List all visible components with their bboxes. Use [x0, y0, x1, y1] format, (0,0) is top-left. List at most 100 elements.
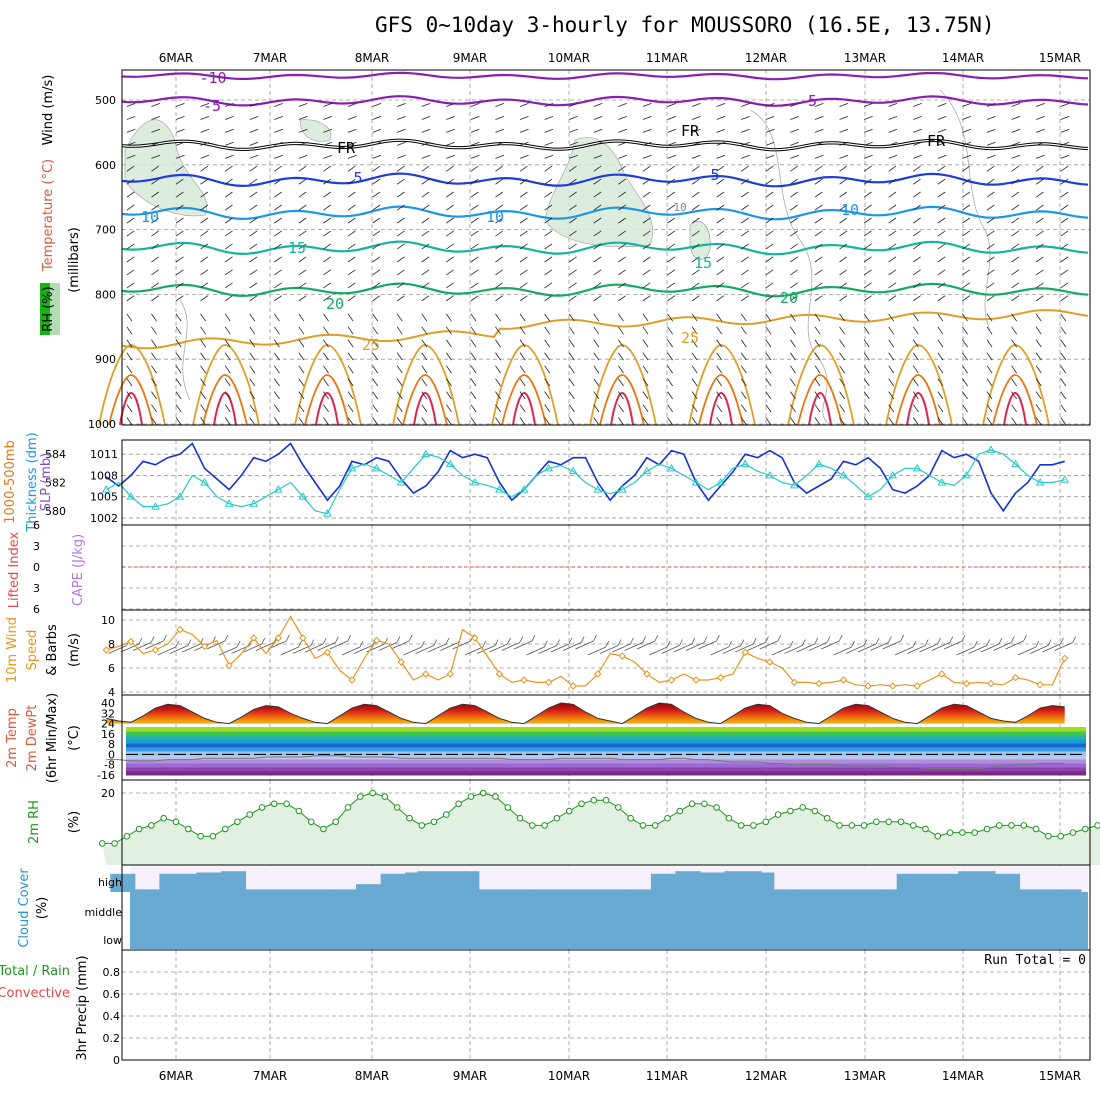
wind-barb — [986, 116, 996, 120]
wind-barb — [224, 165, 233, 172]
wind-barb — [1011, 230, 1020, 237]
wind-barb — [593, 217, 602, 224]
wind10-barb — [735, 643, 754, 653]
wind-barb — [200, 295, 209, 302]
thickness-marker — [568, 466, 578, 475]
wind-barb — [249, 313, 256, 322]
wind-barb — [691, 230, 700, 237]
wind-barb — [618, 103, 627, 107]
wind-barb — [962, 116, 972, 120]
label-cloud-1: Cloud Cover — [17, 868, 32, 948]
wind-barb — [397, 103, 406, 107]
thickness-marker — [372, 463, 381, 472]
wind-barb — [396, 165, 405, 172]
contour-label: FR — [337, 139, 356, 157]
isotherm-40-lobe — [512, 391, 536, 426]
wind10-barb-flag — [285, 634, 290, 642]
wind-barb — [962, 165, 971, 172]
wind10-barb-flag — [298, 640, 302, 648]
cloud-high-bar — [626, 889, 640, 892]
wind-barb — [986, 165, 995, 172]
temp-band — [126, 739, 1086, 744]
wind-barb — [667, 128, 677, 133]
contour-label: 25 — [362, 336, 380, 354]
wind-barb — [446, 204, 454, 211]
wind-barb — [716, 243, 725, 250]
wind-barb — [962, 204, 971, 211]
wind-barb — [126, 391, 133, 400]
wind-barb — [716, 141, 726, 146]
wind10-marker — [1060, 654, 1069, 663]
li-ytick: 3 — [33, 540, 40, 553]
wind-barb — [642, 391, 649, 400]
cloud-high-bar — [958, 871, 971, 892]
wind10-barb-flag — [396, 636, 401, 643]
wind-barb — [200, 404, 207, 413]
wind10-marker — [422, 670, 430, 678]
wind-barb — [544, 269, 553, 276]
wind-barb — [1011, 243, 1020, 250]
day-label-bottom: 13MAR — [844, 1069, 886, 1083]
wind-barb — [372, 230, 381, 237]
wind-barb — [913, 165, 921, 172]
wind-barb — [667, 165, 676, 172]
cloud-high-bar — [847, 889, 861, 892]
wind-barb — [323, 352, 329, 361]
cloud-high-bar — [859, 889, 873, 892]
wind10-barb — [575, 640, 594, 650]
wind-barb — [814, 326, 821, 335]
wind-barb — [691, 217, 700, 224]
wind-barb — [740, 230, 749, 237]
wind-barb — [790, 191, 798, 198]
rh2m-marker — [1057, 832, 1064, 840]
wind10-barb — [403, 646, 422, 656]
wind-barb — [1060, 391, 1067, 400]
wind-barb — [937, 417, 944, 426]
wind-barb — [519, 391, 526, 400]
contour-label: 20 — [326, 295, 344, 313]
wind-barb — [347, 141, 357, 146]
wind-barb — [1035, 417, 1042, 426]
wind10-barb-flag — [924, 639, 929, 646]
wind-barb — [937, 154, 947, 159]
wind-barb — [470, 352, 477, 361]
isotherm-35-lobe — [108, 374, 154, 426]
wind-barb — [740, 295, 749, 302]
wind-barb — [691, 116, 701, 120]
wind-barb — [249, 165, 258, 172]
wind-barb — [765, 116, 775, 120]
wind-barb — [790, 230, 798, 237]
cloud-high-bar — [405, 872, 418, 892]
day-label-top: 9MAR — [453, 51, 488, 65]
wind-barb — [986, 282, 995, 289]
wind-barb — [642, 417, 649, 426]
wind-barb — [495, 191, 504, 198]
wind-barb — [814, 116, 824, 120]
wind10-barb-flag — [974, 640, 978, 648]
wind-barb — [396, 256, 405, 263]
wind-barb — [790, 404, 796, 413]
wind-barb — [888, 295, 897, 302]
wind-barb — [151, 313, 157, 322]
temp-band — [126, 759, 1086, 764]
wind-barb — [839, 378, 846, 387]
wind-barb — [151, 191, 160, 198]
wind-barb — [175, 282, 184, 289]
wind-barb — [421, 191, 430, 198]
wind-barb — [814, 165, 823, 172]
cloud-high-bar — [245, 889, 259, 892]
wind-barb — [790, 103, 799, 107]
wind10-barb-flag — [1010, 636, 1015, 643]
wind-barb — [839, 256, 848, 263]
wind-barb — [765, 141, 775, 146]
wind-barb — [323, 256, 332, 263]
wind-barb — [1035, 269, 1044, 276]
wind10-barb — [808, 642, 828, 651]
wind10-barb-flag — [703, 636, 708, 643]
li-ytick: 3 — [33, 582, 40, 595]
contour-label: FR — [927, 132, 946, 150]
wind-barb — [446, 103, 455, 107]
cloud-high-bar — [736, 871, 750, 892]
isotherm-25 — [121, 309, 1089, 350]
wind-barb — [249, 339, 256, 348]
